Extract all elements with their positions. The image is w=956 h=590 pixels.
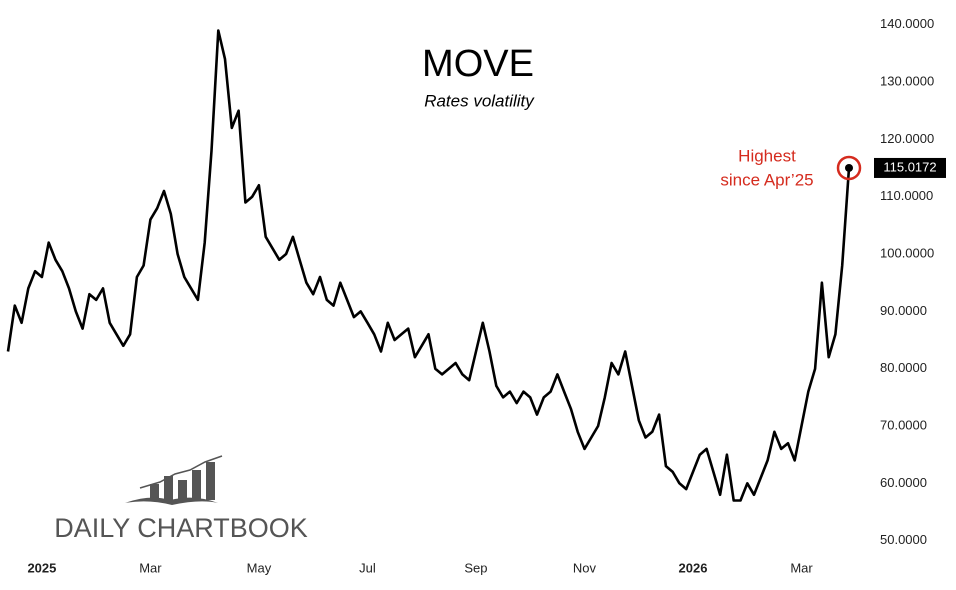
watermark: DAILY CHARTBOOK [54,513,308,543]
series-line [6,29,851,502]
logo-icon [125,455,223,505]
chart-subtitle: Rates volatility [424,91,535,110]
y-tick-label: 120.0000 [880,131,934,146]
y-tick-label: 80.0000 [880,360,927,375]
last-point [845,163,853,172]
x-tick-label: Sep [464,560,487,575]
x-tick-label: 2026 [679,560,708,575]
y-tick-label: 110.0000 [880,188,933,203]
y-tick-label: 50.0000 [880,532,927,547]
highlight-circle [836,155,862,181]
x-tick-label: Mar [790,560,813,575]
x-tick-label: Nov [573,560,597,575]
x-tick-label: May [247,560,272,575]
x-tick-label: Jul [359,560,376,575]
x-tick-label: 2025 [27,560,56,575]
y-tick-label: 70.0000 [880,417,927,432]
y-tick-label: 130.0000 [880,74,934,89]
last-value-label: 115.0172 [883,159,936,174]
y-tick-label: 60.0000 [880,475,927,490]
last-value-box [874,157,946,178]
x-tick-label: Mar [139,560,162,575]
y-tick-label: 90.0000 [880,303,927,318]
y-tick-label: 140.0000 [880,16,934,31]
chart-title: MOVE [422,43,534,85]
annotation: Highest [738,146,796,165]
annotation: since Apr’25 [720,170,813,189]
y-tick-label: 100.0000 [880,245,934,260]
